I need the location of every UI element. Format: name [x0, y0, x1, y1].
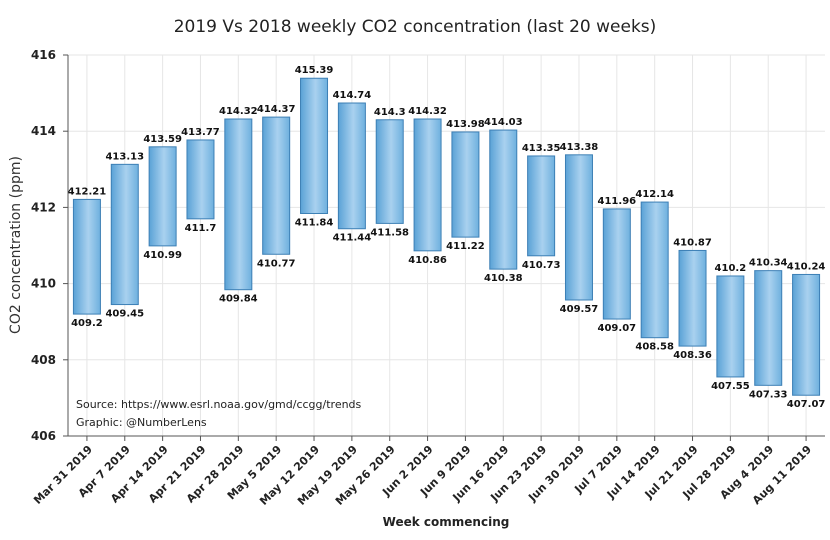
bar-high-label: 413.35 — [522, 143, 561, 154]
bar-high-label: 414.32 — [408, 106, 447, 117]
bar — [451, 131, 480, 238]
bar — [110, 163, 139, 306]
bar-low-label: 411.58 — [370, 227, 409, 238]
bar-low-label: 408.58 — [635, 342, 674, 353]
bars — [72, 77, 821, 396]
bar — [716, 275, 745, 378]
data-labels: 412.21 409.2 413.13 409.45 413.59 410.99 413.7… — [68, 65, 826, 410]
bar-low-label: 407.33 — [749, 389, 788, 400]
bar-high-label: 413.59 — [143, 134, 182, 145]
bar — [262, 116, 291, 255]
bar-high-label: 414.3 — [374, 107, 406, 118]
bar-high-label: 410.24 — [787, 261, 826, 272]
bar — [602, 208, 631, 320]
bar-high-label: 410.2 — [715, 263, 747, 274]
x-axis-label: Week commencing — [383, 515, 510, 529]
bar-low-label: 409.57 — [560, 304, 599, 315]
bar-low-label: 410.86 — [408, 255, 447, 266]
bar — [72, 198, 101, 315]
bar-high-label: 414.03 — [484, 117, 523, 128]
bar-low-label: 409.2 — [71, 318, 103, 329]
bar — [678, 249, 707, 347]
y-tick-label: 412 — [31, 200, 56, 214]
graphic-annotation: Graphic: @NumberLens — [76, 416, 207, 429]
source-annotation: Source: https://www.esrl.noaa.gov/gmd/cc… — [76, 398, 362, 411]
bar-low-label: 411.44 — [333, 233, 372, 244]
bar-high-label: 414.32 — [219, 106, 258, 117]
bar — [375, 119, 404, 224]
y-axis-ticks: 406 408 410 412 414 416 — [31, 48, 68, 443]
bar-high-label: 411.96 — [598, 196, 637, 207]
bar-high-label: 410.34 — [749, 258, 788, 269]
bar — [300, 77, 329, 214]
bar-high-label: 414.74 — [333, 90, 372, 101]
bar — [640, 201, 669, 339]
y-tick-label: 408 — [31, 353, 56, 367]
bar-low-label: 409.45 — [105, 309, 144, 320]
bar-low-label: 409.84 — [219, 294, 258, 305]
bar — [413, 118, 442, 252]
bar — [337, 102, 366, 230]
bar — [489, 129, 518, 270]
bar-high-label: 413.13 — [105, 151, 144, 162]
bar-low-label: 411.7 — [185, 223, 217, 234]
y-tick-label: 406 — [31, 429, 56, 443]
bar — [186, 139, 215, 220]
y-tick-label: 416 — [31, 48, 56, 62]
y-tick-label: 414 — [31, 124, 56, 138]
bar-high-label: 413.77 — [181, 127, 220, 138]
bar-high-label: 412.21 — [68, 186, 107, 197]
bar-low-label: 407.55 — [711, 381, 750, 392]
bar — [754, 270, 783, 386]
bar-high-label: 413.38 — [560, 142, 599, 153]
bar-low-label: 408.36 — [673, 350, 712, 361]
bar-low-label: 410.73 — [522, 260, 561, 271]
bar — [792, 273, 821, 396]
bar-low-label: 411.22 — [446, 241, 485, 252]
chart-title: 2019 Vs 2018 weekly CO2 concentration (l… — [174, 17, 657, 37]
bar-high-label: 415.39 — [295, 65, 334, 76]
bar — [148, 146, 177, 247]
y-tick-label: 410 — [31, 277, 56, 291]
bar-low-label: 411.84 — [295, 217, 334, 228]
bar-high-label: 413.98 — [446, 119, 485, 130]
y-axis-label: CO2 concentration (ppm) — [8, 156, 24, 334]
bar-low-label: 410.38 — [484, 273, 523, 284]
bar-low-label: 407.07 — [787, 399, 826, 410]
bar — [564, 154, 593, 301]
bar-low-label: 410.77 — [257, 258, 296, 269]
bar — [527, 155, 556, 257]
bar — [224, 118, 253, 291]
bar-low-label: 409.07 — [598, 323, 637, 334]
bar-high-label: 412.14 — [635, 189, 674, 200]
bar-low-label: 410.99 — [143, 250, 182, 261]
bar-high-label: 410.87 — [673, 237, 712, 248]
bar-high-label: 414.37 — [257, 104, 296, 115]
